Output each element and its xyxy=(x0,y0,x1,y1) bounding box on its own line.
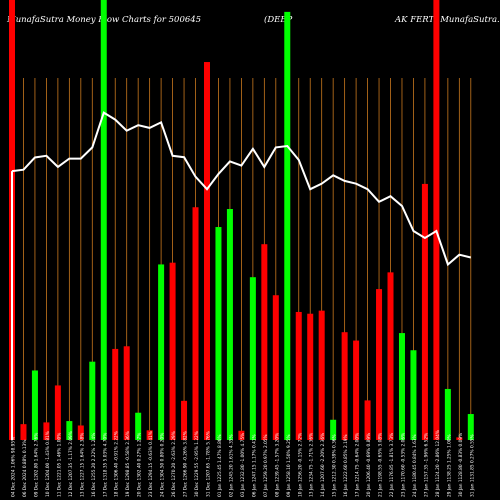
x-tick-label: 29 Jan 1138.25 1.25% 1.00% xyxy=(446,434,452,497)
x-tick-label: 27 Jan 1157.35 -1.96% 6.52% xyxy=(423,433,429,497)
money-flow-bar xyxy=(54,385,61,440)
money-flow-bar xyxy=(100,0,107,440)
money-flow-bar xyxy=(341,332,348,440)
x-tick-label: 30 Dec 1229.55 -2.95% 1.22% xyxy=(194,431,200,497)
x-tick-label: 31 Jan 1131.85 0.27% 0.55% xyxy=(469,434,475,497)
x-tick-label: 22 Jan 1176.85 -1.81% 3.73% xyxy=(389,433,395,497)
x-tick-label: 21 Jan 1198.55 -0.65% 3.08% xyxy=(378,433,384,497)
x-tick-label: 24 Dec 1304.50 0.80% 0.20% xyxy=(160,433,166,497)
x-tick-label: 23 Dec 1294.15 -0.63% 0.41% xyxy=(148,431,154,497)
x-tick-label: 07 Jan 1259.20 0.97% 2.05% xyxy=(263,434,269,497)
x-tick-label: 04 Dec 2024 1.06% 98.95% xyxy=(11,437,17,497)
money-flow-bar xyxy=(123,346,130,440)
money-flow-bar xyxy=(376,289,383,440)
money-flow-bar xyxy=(456,437,463,440)
x-tick-label: 23 Jan 1170.60 -0.53% 2.06% xyxy=(400,433,406,497)
money-flow-bar xyxy=(421,183,428,441)
money-flow-bar xyxy=(203,62,210,440)
x-tick-label: 28 Jan 1124.20 -2.86% 12.04% xyxy=(435,430,441,497)
x-tick-label: 14 Jan 1207.60 -2.20% 2.36% xyxy=(320,433,326,497)
x-tick-label: 09 Dec 1202.80 1.64% 2.76% xyxy=(33,433,39,497)
x-tick-label: 03 Jan 1232.80 -1.00% 4.75% xyxy=(240,433,246,497)
x-tick-label: 10 Dec 1204.00 -1.43% 0.81% xyxy=(45,431,51,497)
money-flow-bar xyxy=(398,333,405,440)
x-tick-label: 11 Dec 1221.05 1.46% 1.00% xyxy=(56,433,62,497)
x-tick-label: 30 Jan 1128.80 -0.83% 0.09% xyxy=(458,433,464,497)
x-tick-label: 16 Jan 1222.60 0.85% 2.19% xyxy=(343,434,349,497)
x-tick-label: 08 Jan 1239.45 -1.57% 3.20% xyxy=(274,433,280,497)
money-flow-bar xyxy=(158,264,165,440)
x-tick-label: 18 Dec 1306.40 -0.91% 2.22% xyxy=(114,431,120,497)
chart-title-suffix: AK FERT) MunafaSutra.com xyxy=(395,15,500,25)
money-flow-bar xyxy=(249,277,256,440)
x-tick-label: 09 Jan 1258.10 1.50% 9.25% xyxy=(286,434,292,497)
x-tick-label: 13 Dec 1227.15 1.64% 2.38% xyxy=(79,433,85,497)
x-tick-label: 17 Dec 1318.35 5.03% 4.70% xyxy=(102,433,108,497)
x-tick-label: 01 Jan 1225.45 1.47% 8.86% xyxy=(217,434,223,497)
money-flow-bar xyxy=(330,419,337,440)
money-flow-bar xyxy=(20,424,27,440)
x-tick-label: 17 Jan 1214.75 -0.64% 2.00% xyxy=(355,433,361,497)
x-tick-label: 06 Dec 2024 0.88% 0.13% xyxy=(22,440,28,497)
money-flow-bar xyxy=(307,313,314,440)
x-tick-label: 19 Dec 1298.85 -0.58% 2.36% xyxy=(125,431,131,497)
money-flow-bar xyxy=(353,340,360,440)
money-flow-bar xyxy=(77,425,84,440)
x-tick-label: 10 Jan 1256.20 -0.15% 2.72% xyxy=(297,433,303,497)
money-flow-bar xyxy=(318,310,325,440)
price-line xyxy=(11,111,472,440)
x-tick-label: 26 Dec 1270.20 -2.63% 2.29% xyxy=(171,431,177,497)
money-flow-bar xyxy=(272,295,279,440)
money-flow-bar xyxy=(261,244,268,440)
money-flow-bar xyxy=(226,209,233,440)
x-tick-label: 12 Dec 1207.35 -1.17% 2.09% xyxy=(68,431,74,497)
x-tick-label: 24 Jan 1180.45 0.84% 1.63% xyxy=(412,434,418,497)
money-flow-bar xyxy=(410,350,417,440)
price-line-path xyxy=(11,111,472,267)
money-flow-bar xyxy=(295,311,302,440)
x-tick-label: 20 Jan 1206.40 -0.69% 0.89% xyxy=(366,433,372,497)
x-tick-label: 13 Jan 1234.75 -1.71% 2.36% xyxy=(309,433,315,497)
money-flow-bar xyxy=(387,272,394,440)
money-flow-bar xyxy=(43,422,50,440)
money-flow-bar xyxy=(181,400,188,440)
money-flow-bar xyxy=(89,361,96,440)
money-flow-bar xyxy=(169,262,176,440)
money-flow-bar xyxy=(192,207,199,440)
x-tick-label: 02 Jan 1245.20 1.61% 4.35% xyxy=(228,434,234,497)
money-flow-bar xyxy=(467,414,474,440)
x-tick-label: 16 Dec 1255.20 2.22% 1.24% xyxy=(91,433,97,497)
x-tick-label: 06 Jan 1247.15 1.17% 0.41% xyxy=(251,434,257,497)
money-flow-bar xyxy=(433,0,440,440)
money-flow-bar xyxy=(238,430,245,440)
money-flow-bar xyxy=(135,412,142,440)
money-flow-bar xyxy=(284,11,291,440)
chart-title-symbol: (DEEP xyxy=(264,15,293,25)
money-flow-bar xyxy=(215,227,222,440)
x-tick-label: 15 Jan 1212.30 0.39% 0.36% xyxy=(332,434,338,497)
money-flow-bar xyxy=(444,388,451,440)
money-flow-bar xyxy=(112,348,119,440)
money-flow-bar xyxy=(31,370,38,440)
x-axis-labels: 04 Dec 2024 1.06% 98.95% 06 Dec 2024 0.88… xyxy=(11,430,476,497)
x-tick-label: 20 Dec 1302.40 0.27% 1.27% xyxy=(137,433,143,497)
x-tick-label: 31 Dec 1207.65 -1.78% 5.76% xyxy=(205,431,211,497)
x-tick-label: 27 Dec 1266.90 -0.26% 3.82% xyxy=(183,431,189,497)
money-flow-bar xyxy=(66,421,73,440)
money-flow-bar xyxy=(364,400,371,440)
money-flow-bar xyxy=(146,430,153,440)
